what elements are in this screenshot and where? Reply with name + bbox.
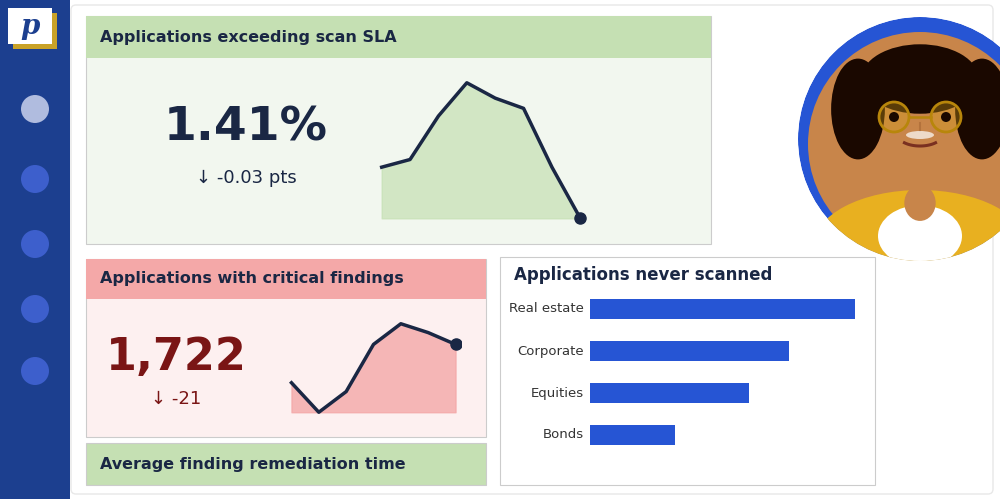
Text: Equities: Equities: [531, 387, 584, 400]
FancyBboxPatch shape: [86, 259, 486, 437]
Circle shape: [21, 165, 49, 193]
FancyBboxPatch shape: [86, 443, 486, 485]
Text: Bonds: Bonds: [543, 429, 584, 442]
Ellipse shape: [904, 185, 936, 221]
FancyBboxPatch shape: [8, 8, 52, 44]
Ellipse shape: [814, 190, 1000, 302]
Circle shape: [931, 102, 961, 132]
Ellipse shape: [831, 58, 885, 159]
Text: 1.41%: 1.41%: [164, 105, 328, 151]
Text: ↓ -0.03 pts: ↓ -0.03 pts: [196, 169, 296, 187]
Text: Real estate: Real estate: [509, 302, 584, 315]
Text: Applications with critical findings: Applications with critical findings: [100, 271, 404, 286]
Text: Corporate: Corporate: [517, 344, 584, 357]
FancyBboxPatch shape: [13, 13, 57, 49]
Text: 1,722: 1,722: [106, 335, 246, 379]
Circle shape: [21, 357, 49, 385]
FancyBboxPatch shape: [590, 299, 855, 319]
FancyBboxPatch shape: [590, 425, 675, 445]
Text: Applications never scanned: Applications never scanned: [514, 266, 772, 284]
Text: Average finding remediation time: Average finding remediation time: [100, 457, 406, 472]
FancyBboxPatch shape: [590, 341, 789, 361]
Text: ↓ -21: ↓ -21: [151, 390, 201, 408]
Circle shape: [21, 230, 49, 258]
FancyBboxPatch shape: [71, 5, 993, 494]
Ellipse shape: [906, 131, 934, 139]
Text: p: p: [20, 12, 40, 39]
FancyBboxPatch shape: [590, 383, 749, 403]
Circle shape: [808, 32, 1000, 256]
Ellipse shape: [861, 44, 979, 114]
FancyBboxPatch shape: [86, 16, 711, 244]
FancyBboxPatch shape: [86, 16, 711, 58]
FancyBboxPatch shape: [86, 259, 486, 299]
FancyBboxPatch shape: [500, 257, 875, 485]
Circle shape: [879, 102, 909, 132]
Circle shape: [889, 112, 899, 122]
Ellipse shape: [878, 205, 962, 267]
Circle shape: [798, 17, 1000, 261]
Circle shape: [21, 95, 49, 123]
Text: Applications exceeding scan SLA: Applications exceeding scan SLA: [100, 29, 397, 44]
FancyBboxPatch shape: [0, 0, 70, 499]
Circle shape: [21, 295, 49, 323]
Ellipse shape: [878, 76, 962, 172]
Circle shape: [941, 112, 951, 122]
Ellipse shape: [955, 58, 1000, 159]
